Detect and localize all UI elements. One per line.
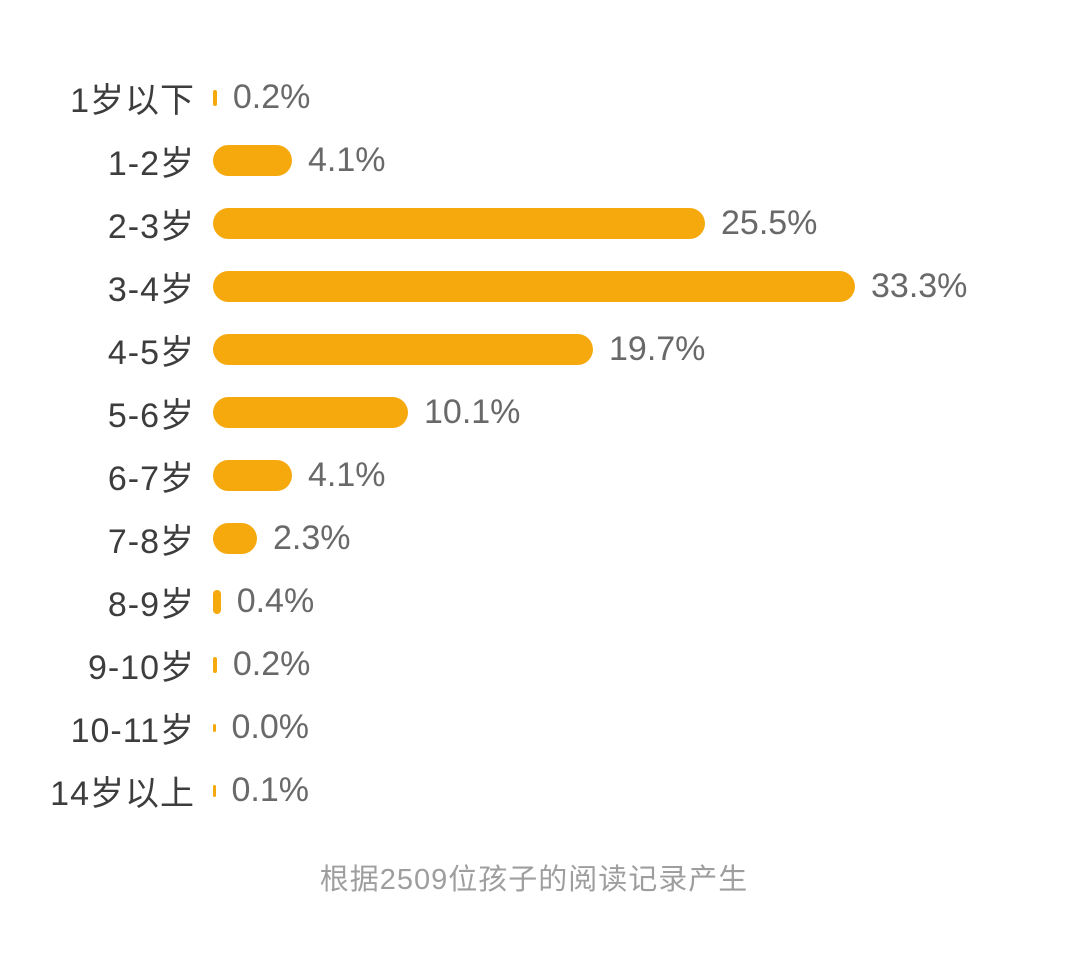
value-label: 0.1% — [231, 771, 310, 809]
bar — [213, 208, 705, 239]
value-label: 4.1% — [308, 456, 386, 494]
category-label: 7-8岁 — [107, 523, 195, 561]
bar — [213, 271, 855, 302]
chart-row: 1-2岁 4.1% — [0, 129, 1068, 192]
bar — [213, 145, 292, 176]
bar — [213, 460, 292, 491]
category-label: 14岁以上 — [50, 775, 195, 813]
bar — [213, 523, 257, 554]
value-label: 4.1% — [308, 141, 386, 179]
category-label: 1岁以下 — [70, 82, 195, 120]
chart-row: 2-3岁 25.5% — [0, 192, 1068, 255]
chart-row: 3-4岁 33.3% — [0, 255, 1068, 318]
bar — [213, 784, 216, 797]
category-label: 5-6岁 — [107, 397, 195, 435]
value-label: 0.2% — [232, 645, 311, 683]
chart-row: 9-10岁 0.2% — [0, 633, 1068, 696]
value-label: 2.3% — [273, 519, 351, 557]
bar — [213, 89, 217, 106]
value-label: 0.4% — [236, 582, 315, 620]
value-label: 33.3% — [871, 267, 968, 305]
bar — [213, 656, 217, 673]
category-label: 2-3岁 — [107, 208, 195, 246]
category-label: 3-4岁 — [107, 271, 195, 309]
category-label: 1-2岁 — [107, 145, 195, 183]
footer-note: 根据2509位孩子的阅读记录产生 — [319, 864, 749, 896]
chart-row: 6-7岁 4.1% — [0, 444, 1068, 507]
chart-row: 5-6岁 10.1% — [0, 381, 1068, 444]
value-label: 19.7% — [609, 330, 706, 368]
value-label: 0.0% — [231, 708, 310, 746]
category-label: 8-9岁 — [107, 586, 195, 624]
category-label: 6-7岁 — [107, 460, 195, 498]
chart-rows: 1岁以下 0.2% 1-2岁 4.1% 2-3岁 25.5% 3-4岁 33.3% 4-5岁 19… — [0, 66, 1068, 822]
value-label: 0.2% — [232, 78, 311, 116]
value-label: 25.5% — [721, 204, 818, 242]
chart-row: 1岁以下 0.2% — [0, 66, 1068, 129]
chart-row: 8-9岁 0.4% — [0, 570, 1068, 633]
category-label: 4-5岁 — [107, 334, 195, 372]
category-label: 9-10岁 — [87, 649, 195, 687]
age-distribution-bar-chart: 1岁以下 0.2% 1-2岁 4.1% 2-3岁 25.5% 3-4岁 33.3% 4-5岁 19… — [0, 66, 1068, 896]
chart-row: 7-8岁 2.3% — [0, 507, 1068, 570]
value-label: 10.1% — [424, 393, 521, 431]
chart-row: 14岁以上 0.1% — [0, 759, 1068, 822]
bar — [213, 723, 216, 732]
chart-row: 4-5岁 19.7% — [0, 318, 1068, 381]
bar — [213, 334, 593, 365]
bar — [213, 397, 408, 428]
bar — [213, 589, 221, 614]
category-label: 10-11岁 — [70, 712, 195, 750]
chart-row: 10-11岁 0.0% — [0, 696, 1068, 759]
